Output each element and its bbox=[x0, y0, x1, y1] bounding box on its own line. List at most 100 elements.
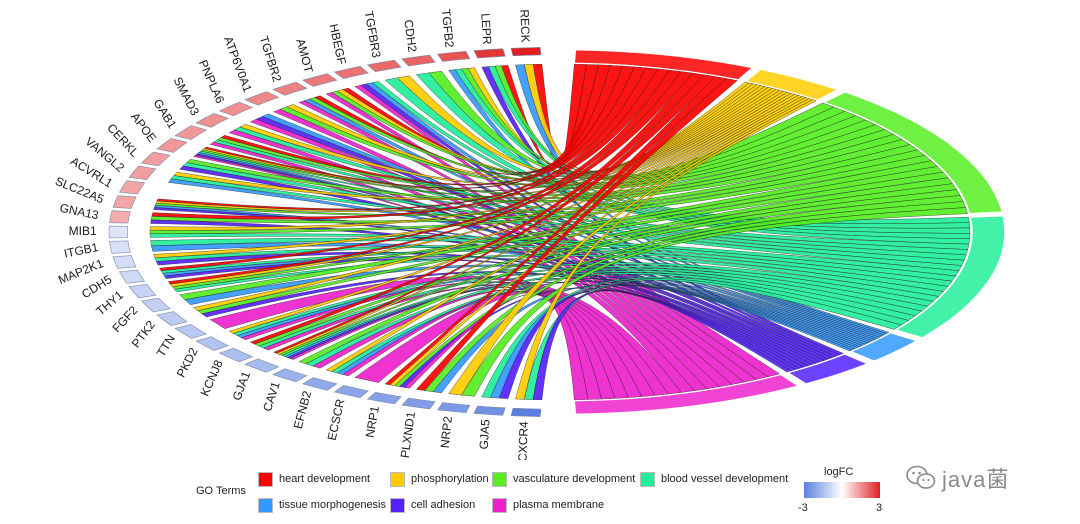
gene-block-apoe bbox=[156, 138, 188, 153]
legend-swatch bbox=[492, 497, 507, 513]
legend-label: heart development bbox=[279, 473, 371, 485]
go-legend-title: GO Terms bbox=[196, 485, 246, 497]
gene-block-cdh5 bbox=[119, 269, 146, 284]
legend-item-tissue-morphogenesis: tissue morphogenesis bbox=[258, 496, 386, 514]
gene-block-gna13 bbox=[109, 210, 131, 224]
watermark-text: java菌 bbox=[942, 467, 1010, 492]
ribbon-plxnd1-heart-development bbox=[416, 78, 738, 391]
gene-block-acvrl1 bbox=[119, 180, 146, 195]
gene-label-nrp1: NRP1 bbox=[363, 405, 382, 439]
go-term-arc-layer bbox=[573, 49, 1006, 415]
legend-item-blood-vessel-development: blood vessel development bbox=[640, 470, 788, 488]
go-terms-legend: GO Terms heart development phosphorylati… bbox=[196, 468, 796, 518]
legend-item-cell-adhesion: cell adhesion bbox=[390, 496, 475, 514]
gene-block-gja5 bbox=[473, 405, 506, 416]
go-chord-diagram: RECK LEPR TGFB2 CDH2 TGFBR3 HBEGF AMOT TGFBR2AT… bbox=[53, 8, 1006, 460]
gene-label-ptk2: PTK2 bbox=[129, 318, 158, 351]
gene-block-nrp1 bbox=[366, 391, 402, 405]
gene-label-pnpla6: PNPLA6 bbox=[196, 58, 228, 106]
gene-block-tgfbr3 bbox=[366, 59, 402, 73]
legend-swatch bbox=[258, 471, 273, 487]
ribbon-nrp1-plasma-membrane bbox=[404, 294, 589, 401]
gene-block-itgb1 bbox=[109, 240, 131, 254]
legend-item-heart-development: heart development bbox=[258, 470, 370, 488]
legend-label: plasma membrane bbox=[513, 499, 605, 511]
watermark: java菌 bbox=[906, 458, 1076, 498]
gene-label-cxcr4: CXCR4 bbox=[516, 421, 531, 460]
gene-label-lepr: LEPR bbox=[478, 13, 494, 46]
legend-item-plasma-membrane: plasma membrane bbox=[492, 496, 604, 514]
logfc-legend: logFC -3 3 bbox=[798, 466, 888, 516]
gene-block-cxcr4 bbox=[510, 407, 542, 417]
legend-item-phosphorylation: phosphorylation bbox=[390, 470, 489, 488]
gene-block-gab1 bbox=[174, 125, 208, 140]
gene-label-ecscr: ECSCR bbox=[325, 397, 348, 441]
go-term-arc-phosphorylation bbox=[744, 68, 840, 101]
gene-label-atp6v0a1: ATP6V0A1 bbox=[221, 34, 255, 94]
gene-block-layer bbox=[108, 47, 542, 417]
gene-block-hbegf bbox=[333, 66, 369, 79]
gene-block-plxnd1 bbox=[401, 397, 436, 410]
legend-swatch bbox=[390, 471, 405, 487]
gene-block-reck bbox=[510, 47, 542, 57]
logfc-legend-title: logFC bbox=[824, 466, 854, 478]
gene-label-gja5: GJA5 bbox=[477, 419, 493, 450]
gene-label-amot: AMOT bbox=[293, 37, 316, 75]
logfc-color-bar bbox=[804, 482, 880, 498]
gene-label-gab1: GAB1 bbox=[151, 96, 180, 131]
gene-block-ptk2 bbox=[156, 311, 188, 326]
gene-block-fgf2 bbox=[141, 297, 171, 313]
gene-block-atp6v0a1 bbox=[244, 91, 280, 106]
go-term-arc-tissue-morphogenesis bbox=[849, 332, 919, 362]
gene-block-kcnj8 bbox=[218, 347, 254, 363]
gene-block-efnb2 bbox=[302, 377, 338, 391]
gene-label-kcnj8: KCNJ8 bbox=[198, 358, 226, 399]
gene-block-cerkl bbox=[141, 151, 171, 167]
gene-block-lepr bbox=[473, 48, 506, 59]
legend-label: phosphorylation bbox=[411, 473, 489, 485]
gene-block-mib1 bbox=[108, 225, 129, 239]
legend-swatch bbox=[640, 471, 655, 487]
legend-label: blood vessel development bbox=[661, 473, 789, 485]
ribbon-nrp2-vasculature-development bbox=[461, 207, 968, 397]
legend-item-vasculature-development: vasculature development bbox=[492, 470, 635, 488]
ribbon-cxcr4-cell-adhesion bbox=[532, 290, 792, 401]
gene-label-gna13: GNA13 bbox=[58, 201, 100, 223]
gene-block-thy1 bbox=[128, 284, 157, 299]
legend-swatch bbox=[492, 471, 507, 487]
go-term-arc-cell-adhesion bbox=[786, 353, 869, 385]
gene-label-efnb2: EFNB2 bbox=[291, 389, 315, 430]
gene-label-pkd2: PKD2 bbox=[174, 345, 201, 380]
gene-block-gja1 bbox=[244, 358, 280, 373]
logfc-max-label: 3 bbox=[876, 502, 883, 514]
gene-label-smad3: SMAD3 bbox=[171, 75, 203, 118]
ribbon-cxcr4-phosphorylation bbox=[515, 99, 817, 400]
gene-block-nrp2 bbox=[437, 402, 471, 414]
gene-label-nrp2: NRP2 bbox=[438, 415, 455, 449]
go-term-arc-heart-development bbox=[573, 49, 754, 81]
gene-block-ecscr bbox=[333, 385, 369, 398]
gene-block-cav1 bbox=[272, 368, 308, 383]
go-term-arc-plasma-membrane bbox=[573, 373, 800, 415]
legend-swatch bbox=[390, 497, 405, 513]
gene-block-tgfb2 bbox=[437, 50, 471, 62]
legend-swatch bbox=[258, 497, 273, 513]
gene-label-ttn: TTN bbox=[154, 332, 178, 359]
legend-label: tissue morphogenesis bbox=[279, 499, 387, 511]
legend-label: vasculature development bbox=[513, 473, 636, 485]
go-term-arc-vasculature-development bbox=[822, 91, 1003, 215]
go-term-arc-blood-vessel-development bbox=[894, 215, 1006, 339]
gene-block-tgfbr2 bbox=[272, 81, 308, 96]
gene-label-itgb1: ITGB1 bbox=[63, 240, 100, 261]
gene-block-cdh2 bbox=[401, 54, 436, 67]
gene-label-tgfb2: TGFB2 bbox=[439, 8, 457, 48]
wechat-icon bbox=[906, 465, 936, 489]
gene-label-tgfbr3: TGFBR3 bbox=[362, 10, 384, 59]
gene-block-slc22a5 bbox=[112, 195, 137, 209]
gene-block-map2k1 bbox=[112, 255, 137, 269]
gene-block-vangl2 bbox=[128, 165, 157, 180]
gene-label-tgfbr2: TGFBR2 bbox=[257, 34, 285, 84]
gene-label-gja1: GJA1 bbox=[230, 369, 254, 402]
legend-label: cell adhesion bbox=[411, 499, 476, 511]
